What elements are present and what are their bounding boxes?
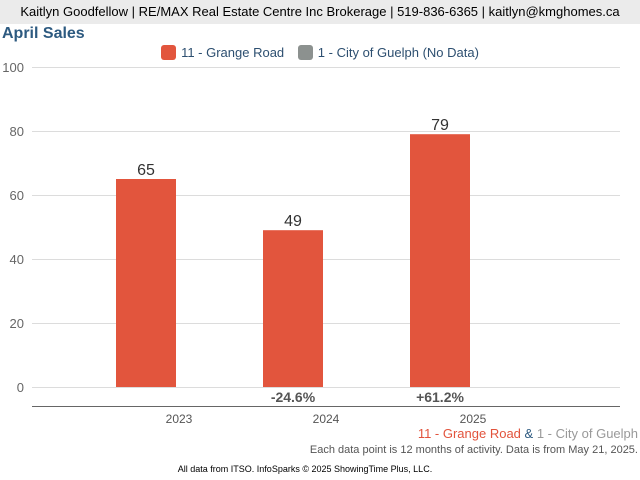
data-note: Each data point is 12 months of activity… <box>309 444 638 456</box>
attribution: All data from ITSO. InfoSparks © 2025 Sh… <box>177 464 433 474</box>
y-tick-labels: 0 20 40 60 80 100 <box>2 60 24 395</box>
change-label: -24.6% <box>271 389 316 405</box>
y-tick-label: 40 <box>10 252 24 267</box>
data-label: 65 <box>137 162 155 179</box>
source-line: 11 - Grange Road & 1 - City of Guelph <box>418 426 638 441</box>
y-tick-label: 20 <box>10 316 24 331</box>
source-series-1: 11 - Grange Road <box>417 426 521 441</box>
x-tick-label: 2024 <box>313 412 340 426</box>
y-tick-label: 0 <box>17 380 24 395</box>
source-ampersand: & <box>524 426 534 441</box>
legend-swatch-grange-road <box>161 45 177 60</box>
legend-item-city-of-guelph[interactable]: 1 - City of Guelph (No Data) <box>297 45 479 60</box>
bar <box>410 134 470 387</box>
x-tick-label: 2025 <box>460 412 487 426</box>
legend-swatch-city-of-guelph <box>297 45 313 60</box>
chart-title: April Sales <box>2 25 85 42</box>
bar <box>116 179 176 387</box>
source-series-2: 1 - City of Guelph <box>536 426 638 441</box>
y-tick-label: 60 <box>10 188 24 203</box>
y-tick-label: 100 <box>2 60 24 75</box>
legend-label-grange-road: 11 - Grange Road <box>181 45 285 60</box>
change-label: +61.2% <box>416 389 464 405</box>
legend-item-grange-road[interactable]: 11 - Grange Road <box>161 45 284 60</box>
bars <box>116 134 470 387</box>
legend-label-city-of-guelph: 1 - City of Guelph (No Data) <box>317 45 479 60</box>
data-label: 49 <box>284 213 302 230</box>
data-labels: 65 49 79 <box>137 117 449 230</box>
y-tick-label: 80 <box>10 124 24 139</box>
x-tick-label: 2023 <box>166 412 193 426</box>
contact-header: Kaitlyn Goodfellow | RE/MAX Real Estate … <box>0 0 640 24</box>
change-labels: -24.6% +61.2% <box>271 389 465 405</box>
x-tick-labels: 2023 2024 2025 <box>166 412 487 426</box>
data-label: 79 <box>431 117 449 134</box>
bar <box>263 230 323 387</box>
legend: 11 - Grange Road 1 - City of Guelph (No … <box>0 45 640 63</box>
